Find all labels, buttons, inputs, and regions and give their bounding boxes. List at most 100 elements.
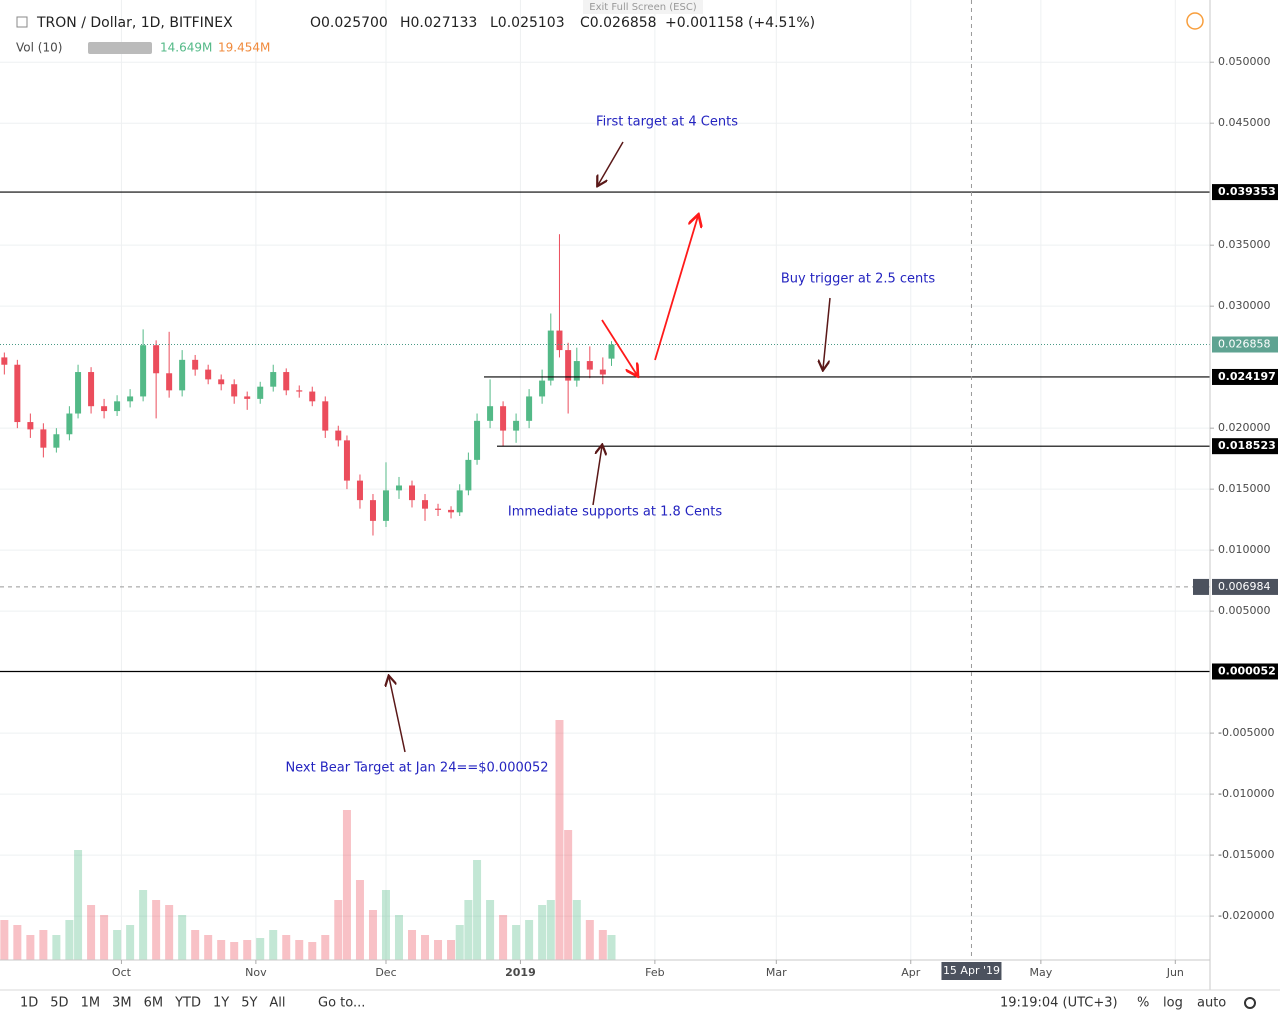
candle-body: [356, 480, 363, 501]
level-tag: [1212, 663, 1278, 680]
volume-bar: [39, 930, 48, 960]
candle-body: [448, 509, 455, 513]
auto-toggle[interactable]: auto: [1197, 996, 1226, 1011]
arrow: [598, 141, 624, 185]
volume-ma: 19.454M: [218, 41, 270, 55]
volume-bar: [394, 915, 403, 960]
percent-toggle[interactable]: %: [1137, 996, 1149, 1011]
arrow: [601, 319, 637, 375]
volume-bar: [139, 890, 148, 960]
ohlc: O0.025700: [310, 15, 388, 31]
candle-body: [547, 330, 554, 381]
candle-body: [153, 345, 160, 374]
volume-bar: [447, 940, 456, 960]
candle-body: [140, 345, 147, 397]
candle-body: [465, 459, 472, 491]
x-tick-label: Feb: [645, 966, 664, 979]
candle-body: [127, 396, 134, 402]
candle-body: [88, 372, 95, 407]
volume-label: Vol (10): [16, 41, 62, 55]
grid: [0, 0, 1210, 960]
x-tick-label: Mar: [766, 966, 787, 979]
settings-icon[interactable]: [1244, 997, 1256, 1009]
x-tick-label: Apr: [901, 966, 921, 979]
goto[interactable]: Go to...: [318, 996, 365, 1011]
y-tick-label: -0.005000: [1218, 726, 1274, 739]
volume-bar: [178, 915, 187, 960]
volume-bar: [52, 935, 61, 960]
range-button[interactable]: 1D: [20, 996, 38, 1011]
level-tag: [1212, 368, 1278, 385]
range-button[interactable]: YTD: [174, 996, 201, 1011]
range-button[interactable]: 6M: [144, 996, 164, 1011]
volume-bar: [269, 930, 278, 960]
range-button[interactable]: 5Y: [241, 996, 257, 1011]
candle-body: [66, 413, 73, 435]
crosshair-label: 0.006984: [1218, 580, 1271, 593]
candle-body: [608, 344, 615, 359]
volume-bar: [113, 930, 122, 960]
volume-controls[interactable]: [88, 42, 152, 54]
x-tick-label: Dec: [375, 966, 396, 979]
volume-bar: [308, 942, 317, 960]
candle-body: [296, 390, 303, 392]
alert-icon[interactable]: [1186, 12, 1204, 30]
candle-body: [395, 485, 402, 491]
y-tick-label: 0.010000: [1218, 543, 1271, 556]
y-tick-label: 0.030000: [1218, 299, 1271, 312]
volume-bar: [525, 920, 534, 960]
range-button[interactable]: All: [269, 996, 285, 1011]
annotation: First target at 4 Cents: [596, 115, 738, 130]
volume-bar: [434, 940, 443, 960]
candle-body: [409, 485, 416, 501]
candle-body: [343, 440, 350, 481]
candle-body: [1, 357, 8, 365]
level-label: 0.024197: [1218, 370, 1276, 383]
volume-value: 14.649M: [160, 41, 212, 55]
volume-bar: [564, 830, 573, 960]
volume-bar: [555, 720, 564, 960]
x-tick-label: 2019: [505, 966, 536, 979]
candle-body: [565, 350, 572, 381]
y-tick-label: -0.015000: [1218, 848, 1274, 861]
y-tick-label: 0.050000: [1218, 55, 1271, 68]
range-button[interactable]: 1Y: [213, 996, 229, 1011]
volume-bar: [381, 890, 390, 960]
price-label: 0.026858: [1218, 338, 1271, 351]
candle-body: [309, 391, 316, 402]
symbol[interactable]: TRON / Dollar, 1D, BITFINEX: [36, 15, 233, 31]
range-button[interactable]: 3M: [112, 996, 132, 1011]
fullscreen-hint[interactable]: [583, 0, 703, 14]
annotation: Next Bear Target at Jan 24==$0.000052: [285, 761, 548, 776]
crosshair-plus: [1193, 578, 1209, 595]
volume-bar: [355, 880, 364, 960]
volume-bar: [295, 940, 304, 960]
x-tick-label: May: [1029, 966, 1052, 979]
plot: [0, 0, 1210, 960]
volume-bar: [152, 900, 161, 960]
fullscreen-hint-text[interactable]: Exit Full Screen (ESC): [589, 2, 697, 13]
range-button[interactable]: 5D: [50, 996, 68, 1011]
y-tick-label: 0.020000: [1218, 421, 1271, 434]
volume-bar: [607, 935, 616, 960]
candle-body: [369, 500, 376, 521]
candle-body: [179, 359, 186, 391]
volume-bar: [473, 860, 482, 960]
volume-bar: [512, 925, 521, 960]
range-button[interactable]: 1M: [81, 996, 101, 1011]
volume-bar: [546, 900, 555, 960]
log-toggle[interactable]: log: [1163, 996, 1183, 1011]
volume-bar: [486, 900, 495, 960]
level-tag: [1212, 438, 1278, 455]
collapse-icon[interactable]: [16, 16, 28, 28]
candle-body: [27, 422, 34, 430]
candle-body: [335, 430, 342, 441]
arrow: [823, 297, 831, 369]
volume-bar: [572, 900, 581, 960]
candle-body: [487, 406, 494, 421]
candle-body: [556, 330, 563, 351]
volume-bar: [282, 935, 291, 960]
volume-bar: [321, 935, 330, 960]
